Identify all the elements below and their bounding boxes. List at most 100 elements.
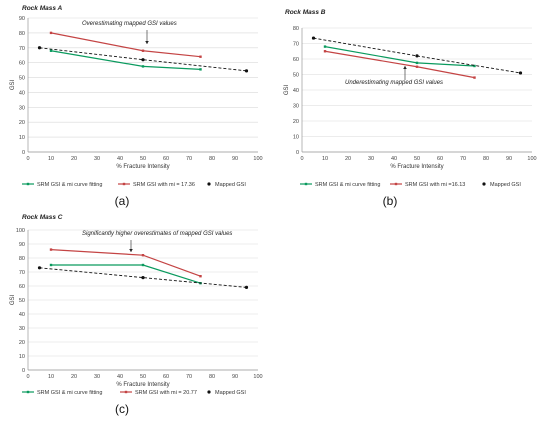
annotation-text: Underestimating mapped GSI values: [345, 80, 443, 86]
data-point: [473, 64, 476, 68]
x-tick-label: 30: [94, 374, 100, 380]
x-tick-label: 70: [186, 156, 192, 162]
legend-label: SRM GSI & mi curve fitting: [315, 182, 380, 188]
x-tick-label: 10: [322, 156, 328, 162]
data-point: [199, 55, 202, 58]
data-point: [141, 49, 145, 52]
x-tick-label: 40: [391, 156, 397, 162]
annotation-text: Overestimating mapped GSI values: [82, 21, 177, 27]
y-tick-label: 0: [22, 368, 25, 374]
data-point: [141, 58, 145, 62]
x-tick-label: 80: [483, 156, 489, 162]
y-tick-label: 40: [293, 88, 299, 94]
data-point: [199, 68, 202, 71]
legend-label: SRM GSI with mi = 20.77: [135, 390, 197, 396]
series-line-0: [324, 46, 475, 67]
data-point: [415, 54, 419, 58]
data-point: [415, 61, 419, 65]
x-tick-label: 20: [71, 374, 77, 380]
data-point: [141, 276, 145, 280]
x-tick-label: 100: [253, 374, 262, 380]
y-tick-label: 90: [19, 16, 25, 22]
y-tick-label: 70: [293, 42, 299, 48]
data-point: [311, 36, 316, 40]
y-tick-label: 80: [19, 31, 25, 37]
y-tick-label: 90: [19, 242, 25, 248]
panel-label: (c): [115, 402, 129, 416]
y-tick-label: 60: [19, 61, 25, 67]
legend-marker-dot: [122, 182, 126, 186]
legend-label: Mapped GSI: [215, 390, 246, 396]
y-tick-label: 10: [293, 135, 299, 141]
data-point: [244, 69, 249, 73]
annotation-arrowhead: [145, 41, 149, 44]
legend-marker-dot: [124, 390, 128, 394]
panel-label: (b): [383, 194, 398, 208]
x-tick-label: 90: [232, 156, 238, 162]
y-tick-label: 60: [293, 57, 299, 63]
legend-label: SRM GSI & mi curve fitting: [37, 182, 102, 188]
x-tick-label: 50: [140, 156, 146, 162]
legend-label: Mapped GSI: [215, 182, 246, 188]
data-point: [49, 263, 53, 267]
data-point: [49, 49, 53, 52]
legend-label: SRM GSI with mi =16.13: [405, 182, 465, 188]
x-tick-label: 40: [117, 156, 123, 162]
chart-title: Rock Mass A: [22, 5, 63, 12]
series-line-0: [50, 50, 201, 70]
y-tick-label: 30: [19, 326, 25, 332]
y-tick-label: 80: [19, 256, 25, 262]
x-tick-label: 10: [48, 374, 54, 380]
chart-title: Rock Mass C: [22, 214, 63, 221]
chart-panel-a: Rock Mass A 0 10 20 30 40 50 60 70 80 90 0 10 20 30 40 5…: [10, 5, 263, 208]
data-point: [473, 76, 476, 79]
y-axis-label: GSI: [284, 85, 290, 96]
data-point: [244, 285, 249, 289]
x-tick-label: 60: [163, 374, 169, 380]
y-tick-label: 80: [293, 26, 299, 32]
x-tick-label: 40: [117, 374, 123, 380]
x-tick-label: 100: [253, 156, 262, 162]
x-tick-label: 0: [26, 156, 29, 162]
series-line-1: [50, 32, 201, 58]
x-tick-label: 0: [26, 374, 29, 380]
y-tick-label: 50: [19, 76, 25, 82]
y-tick-label: 10: [19, 135, 25, 141]
y-tick-label: 30: [19, 105, 25, 111]
y-tick-label: 30: [293, 104, 299, 110]
x-tick-label: 90: [232, 374, 238, 380]
x-tick-label: 30: [94, 156, 100, 162]
data-point: [518, 71, 523, 75]
data-point: [37, 266, 42, 270]
annotation-arrowhead: [403, 66, 407, 69]
panel-label: (a): [115, 194, 130, 208]
legend-marker-dot: [394, 182, 398, 186]
data-point: [141, 65, 145, 68]
annotation-text: Significantly higher overestimates of ma…: [82, 231, 232, 237]
x-axis-label: % Fracture Intensity: [390, 164, 443, 170]
y-tick-label: 70: [19, 46, 25, 52]
x-tick-label: 20: [345, 156, 351, 162]
y-tick-label: 20: [19, 120, 25, 126]
y-tick-label: 40: [19, 312, 25, 318]
data-point: [141, 254, 145, 257]
x-tick-label: 90: [506, 156, 512, 162]
x-tick-label: 0: [300, 156, 303, 162]
y-tick-label: 0: [22, 150, 25, 156]
legend-label: SRM GSI & mi curve fitting: [37, 390, 102, 396]
x-tick-label: 80: [209, 156, 215, 162]
legend-marker: [482, 182, 486, 186]
x-tick-label: 60: [163, 156, 169, 162]
legend-marker-dot: [26, 390, 30, 394]
x-tick-label: 50: [414, 156, 420, 162]
y-tick-label: 50: [293, 73, 299, 79]
legend-marker: [207, 390, 211, 394]
chart-title: Rock Mass B: [285, 9, 326, 16]
x-tick-label: 80: [209, 374, 215, 380]
data-point: [49, 248, 53, 251]
y-tick-label: 0: [296, 150, 299, 156]
legend-marker-dot: [304, 182, 308, 186]
data-point: [323, 45, 327, 48]
data-point: [199, 275, 202, 278]
